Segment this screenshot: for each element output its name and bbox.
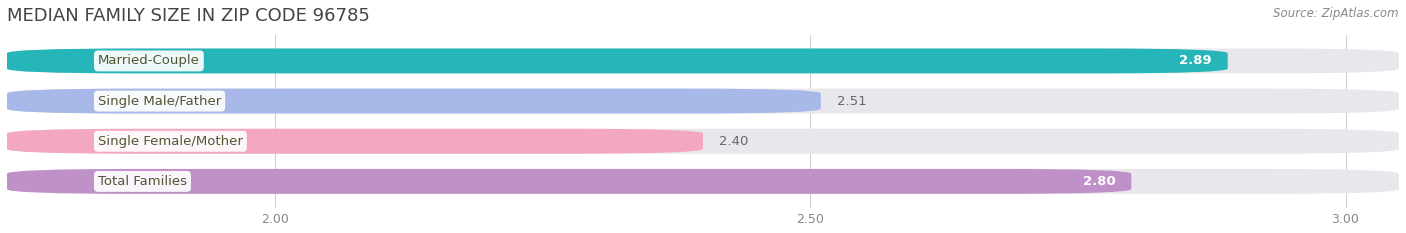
Text: 2.89: 2.89 <box>1180 55 1212 67</box>
FancyBboxPatch shape <box>7 48 1399 73</box>
FancyBboxPatch shape <box>7 129 703 154</box>
FancyBboxPatch shape <box>7 169 1399 194</box>
FancyBboxPatch shape <box>7 89 821 113</box>
Text: MEDIAN FAMILY SIZE IN ZIP CODE 96785: MEDIAN FAMILY SIZE IN ZIP CODE 96785 <box>7 7 370 25</box>
Text: Married-Couple: Married-Couple <box>98 55 200 67</box>
FancyBboxPatch shape <box>7 89 1399 113</box>
Text: 2.40: 2.40 <box>718 135 748 148</box>
Text: Total Families: Total Families <box>98 175 187 188</box>
Text: Single Female/Mother: Single Female/Mother <box>98 135 243 148</box>
Text: 2.80: 2.80 <box>1083 175 1115 188</box>
Text: 2.51: 2.51 <box>837 95 866 108</box>
Text: Source: ZipAtlas.com: Source: ZipAtlas.com <box>1274 7 1399 20</box>
FancyBboxPatch shape <box>7 129 1399 154</box>
FancyBboxPatch shape <box>7 48 1227 73</box>
FancyBboxPatch shape <box>7 169 1132 194</box>
Text: Single Male/Father: Single Male/Father <box>98 95 221 108</box>
